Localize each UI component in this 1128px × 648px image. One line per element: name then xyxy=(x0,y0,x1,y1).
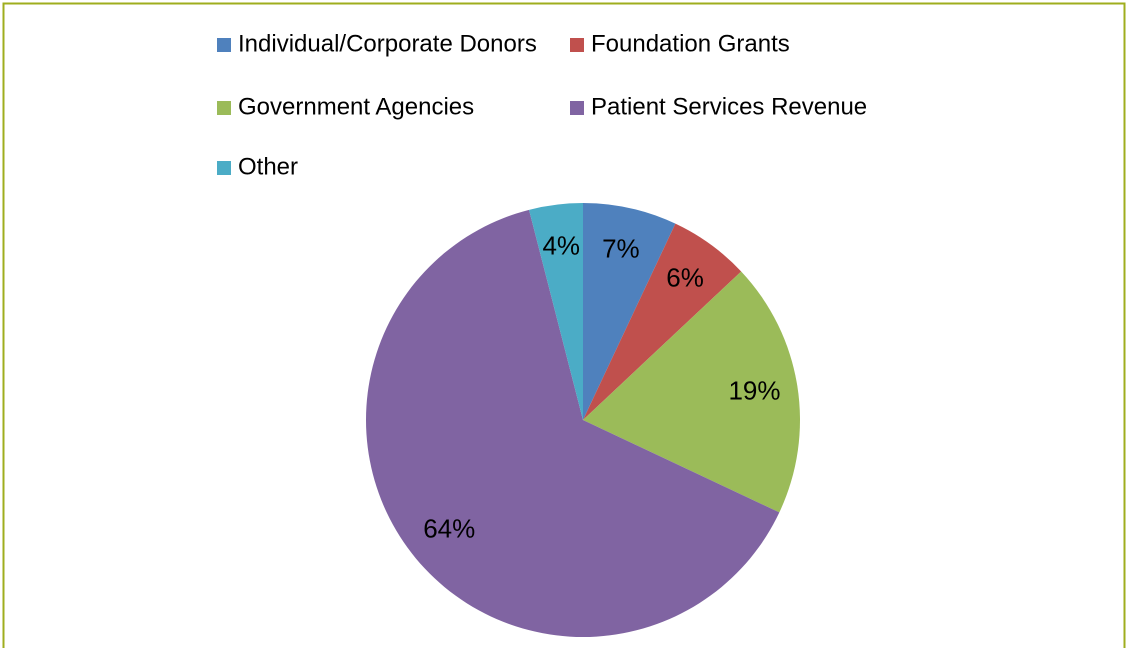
legend-swatch xyxy=(217,101,231,115)
value-label: 19% xyxy=(728,376,780,406)
legend-label: Patient Services Revenue xyxy=(591,93,867,120)
pie-slice xyxy=(583,223,742,420)
pie-slice xyxy=(583,271,800,513)
value-label: 6% xyxy=(666,262,704,292)
value-label: 64% xyxy=(423,514,475,544)
value-label: 7% xyxy=(602,233,640,263)
legend-label: Individual/Corporate Donors xyxy=(238,30,537,57)
pie-slice xyxy=(583,203,676,420)
legend-label: Foundation Grants xyxy=(591,30,790,57)
legend-swatch xyxy=(570,101,584,115)
pie-slice xyxy=(529,203,583,420)
legend-label: Other xyxy=(238,153,298,180)
value-label: 4% xyxy=(542,231,580,261)
legend-swatch xyxy=(570,38,584,52)
legend-label: Government Agencies xyxy=(238,93,474,120)
pie-slice xyxy=(366,209,780,638)
legend-swatch xyxy=(217,38,231,52)
legend-swatch xyxy=(217,161,231,175)
